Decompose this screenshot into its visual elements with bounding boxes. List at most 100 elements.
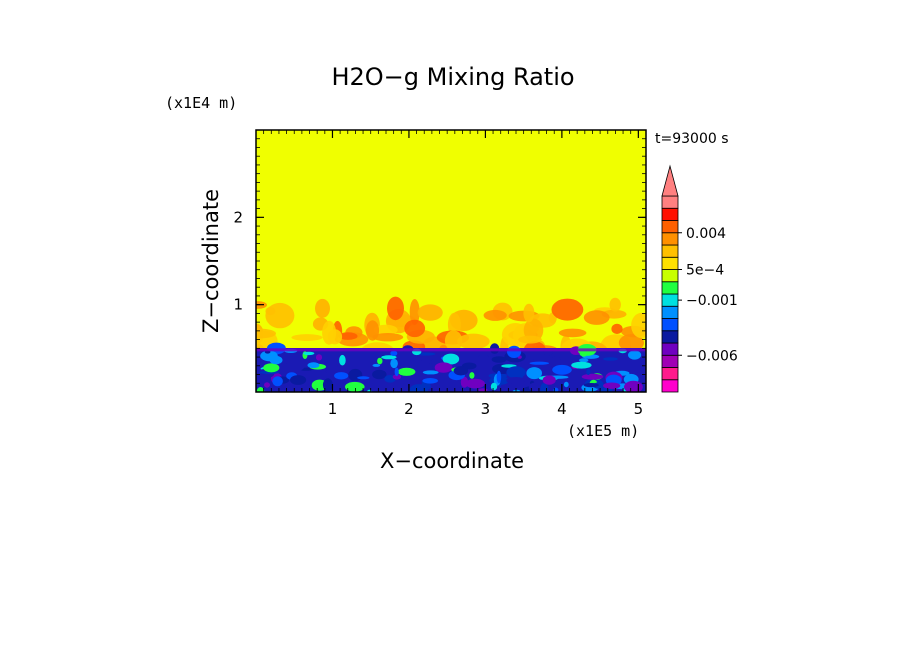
turbulence-blob-110 [529, 361, 549, 365]
plume-blob-52 [618, 334, 645, 352]
turbulence-blob-64 [422, 370, 439, 375]
plume-blob-28 [291, 334, 323, 341]
plume-blob-53 [404, 319, 426, 338]
turbulence-blob-104 [571, 361, 592, 369]
turbulence-blob-98 [586, 368, 591, 375]
turbulence-blob-108 [469, 372, 475, 379]
turbulence-blob-86 [303, 351, 315, 356]
turbulence-blob-91 [290, 375, 307, 385]
plume-blob-69 [483, 309, 507, 321]
plume-blob-63 [609, 297, 621, 312]
turbulence-blob-118 [409, 384, 429, 392]
turbulence-blob-65 [322, 378, 333, 392]
turbulence-blob-27 [397, 367, 416, 376]
turbulence-blob-123 [490, 382, 498, 391]
y-tick-label-1: 2 [233, 208, 243, 226]
turbulence-blob-117 [491, 356, 507, 363]
turbulence-blob-45 [334, 372, 349, 380]
chart-title: H2O−g Mixing Ratio [331, 63, 574, 91]
plume-blob-46 [265, 302, 295, 329]
turbulence-blob-76 [540, 382, 549, 392]
colorbar-extend-arrow [661, 164, 679, 197]
colorbar-label-0: 0.004 [686, 226, 726, 242]
colorbar: 0.004 5e−4 −0.001 −0.006 [661, 164, 738, 393]
x-tick-label-3: 4 [557, 400, 567, 418]
x-axis: 1 2 3 4 5 [328, 130, 643, 418]
plume-blob-37 [444, 330, 463, 352]
turbulence-blob-96 [307, 362, 320, 369]
y-axis-label: Z−coordinate [199, 189, 223, 333]
colorbar-band-3 [661, 342, 679, 356]
turbulence-blob-116 [603, 357, 618, 361]
colorbar-band-14 [661, 207, 679, 221]
turbulence-blob-31 [315, 354, 323, 361]
turbulence-blob-115 [506, 345, 522, 358]
turbulence-blob-48 [427, 362, 433, 372]
boundary-turbulence [256, 342, 646, 392]
turbulence-blob-50 [377, 357, 383, 365]
turbulence-blob-54 [264, 382, 270, 388]
turbulence-blob-55 [339, 354, 346, 366]
turbulence-blob-126 [422, 378, 439, 384]
plot-area [256, 130, 646, 392]
turbulence-blob-129 [542, 375, 556, 385]
turbulence-blob-127 [283, 362, 305, 372]
x-axis-label: X−coordinate [380, 449, 524, 473]
turbulence-blob-119 [269, 355, 283, 365]
turbulence-blob-77 [526, 367, 542, 380]
plume-blob-39 [338, 332, 358, 340]
colorbar-band-7 [661, 293, 679, 307]
colorbar-band-13 [661, 220, 679, 234]
turbulence-blob-109 [453, 366, 469, 376]
turbulence-blob-114 [381, 355, 397, 360]
turbulence-blob-29 [348, 368, 363, 382]
turbulence-blob-94 [628, 350, 642, 360]
plume-blob-55 [631, 312, 646, 339]
plume-blob-61 [322, 320, 337, 345]
turbulence-blob-37 [552, 364, 572, 375]
plume-blob-60 [583, 310, 610, 325]
turbulence-blob-20 [345, 381, 365, 392]
colorbar-band-5 [661, 318, 679, 332]
turbulence-blob-58 [634, 365, 644, 374]
turbulence-blob-78 [434, 362, 453, 373]
turbulence-blob-81 [506, 366, 526, 379]
y-axis: 12 [233, 208, 646, 314]
colorbar-band-15 [661, 195, 679, 209]
turbulence-blob-72 [392, 374, 402, 380]
colorbar-label-3: −0.006 [686, 348, 738, 364]
colorbar-band-9 [661, 269, 679, 283]
turbulence-blob-120 [477, 354, 490, 364]
turbulence-blob-128 [603, 382, 621, 389]
turbulence-blob-100 [394, 367, 399, 377]
x-tick-label-1: 2 [404, 400, 414, 418]
plume-blob-48 [315, 298, 330, 318]
turbulence-blob-14 [390, 358, 398, 369]
colorbar-band-2 [661, 354, 679, 368]
colorbar-band-6 [661, 305, 679, 319]
plume-blob-12 [373, 324, 398, 336]
colorbar-band-4 [661, 330, 679, 344]
turbulence-blob-30 [372, 369, 387, 380]
plume-blob-68 [518, 335, 542, 344]
turbulence-blob-99 [506, 377, 526, 384]
colorbar-band-10 [661, 256, 679, 270]
plume-blob-66 [558, 328, 587, 338]
turbulence-blob-121 [390, 350, 398, 356]
colorbar-band-0 [661, 379, 679, 393]
colorbar-label-1: 5e−4 [686, 263, 724, 279]
boundary-edge [256, 348, 646, 352]
turbulence-blob-16 [550, 356, 562, 369]
plume-blob-43 [256, 328, 276, 339]
turbulence-blob-70 [357, 376, 370, 380]
turbulence-blob-112 [263, 363, 280, 373]
turbulence-blob-46 [581, 373, 604, 380]
turbulence-blob-82 [272, 376, 283, 387]
plume-layer [256, 296, 646, 363]
turbulence-blob-35 [579, 358, 589, 363]
turbulence-blob-102 [325, 369, 332, 374]
x-unit-label: (x1E5 m) [567, 422, 639, 440]
time-label: t=93000 s [655, 131, 729, 147]
plume-blob-47 [611, 323, 623, 334]
plume-blob-17 [409, 299, 420, 325]
